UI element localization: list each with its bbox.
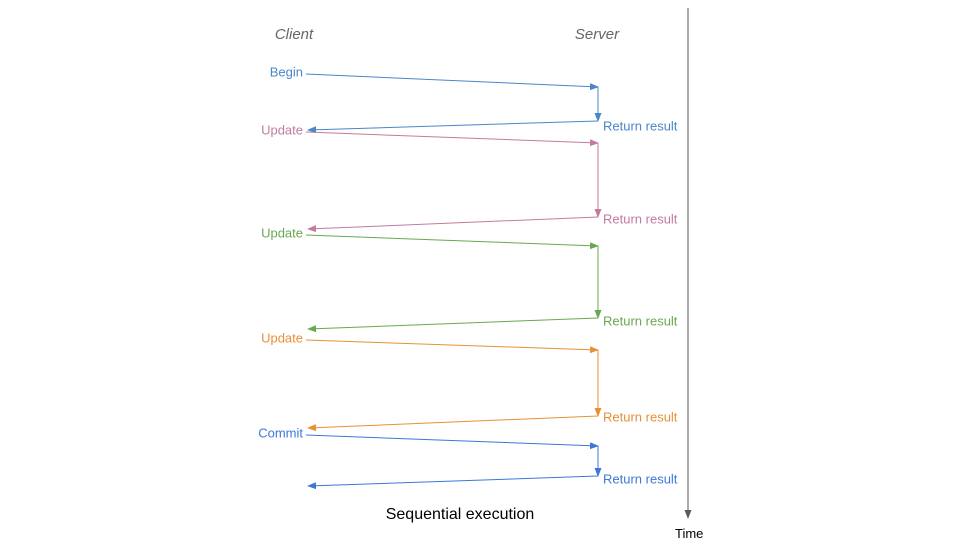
- return-result-label: Return result: [603, 409, 678, 425]
- request-arrow: [305, 339, 599, 354]
- return-arrow: [307, 120, 599, 134]
- time-axis-label: Time: [675, 526, 704, 541]
- request-arrow: [305, 73, 599, 91]
- return-arrow: [307, 415, 599, 432]
- message-label: Begin: [269, 64, 303, 80]
- message-label: Update: [261, 330, 303, 346]
- client-column-header: Client: [274, 26, 314, 43]
- request-arrow: [305, 234, 599, 250]
- request-arrow: [305, 434, 599, 450]
- return-result-label: Return result: [603, 471, 678, 487]
- request-arrow: [305, 131, 599, 147]
- return-arrow: [307, 216, 599, 233]
- server-column-header: Server: [574, 26, 620, 43]
- return-result-label: Return result: [603, 313, 678, 329]
- return-arrow: [307, 317, 599, 333]
- message-label: Update: [261, 122, 303, 138]
- message-label: Commit: [258, 425, 303, 441]
- caption: Sequential execution: [385, 506, 535, 523]
- message-label: Update: [261, 225, 303, 241]
- return-arrow: [307, 475, 599, 490]
- return-result-label: Return result: [603, 118, 678, 134]
- return-result-label: Return result: [603, 211, 678, 227]
